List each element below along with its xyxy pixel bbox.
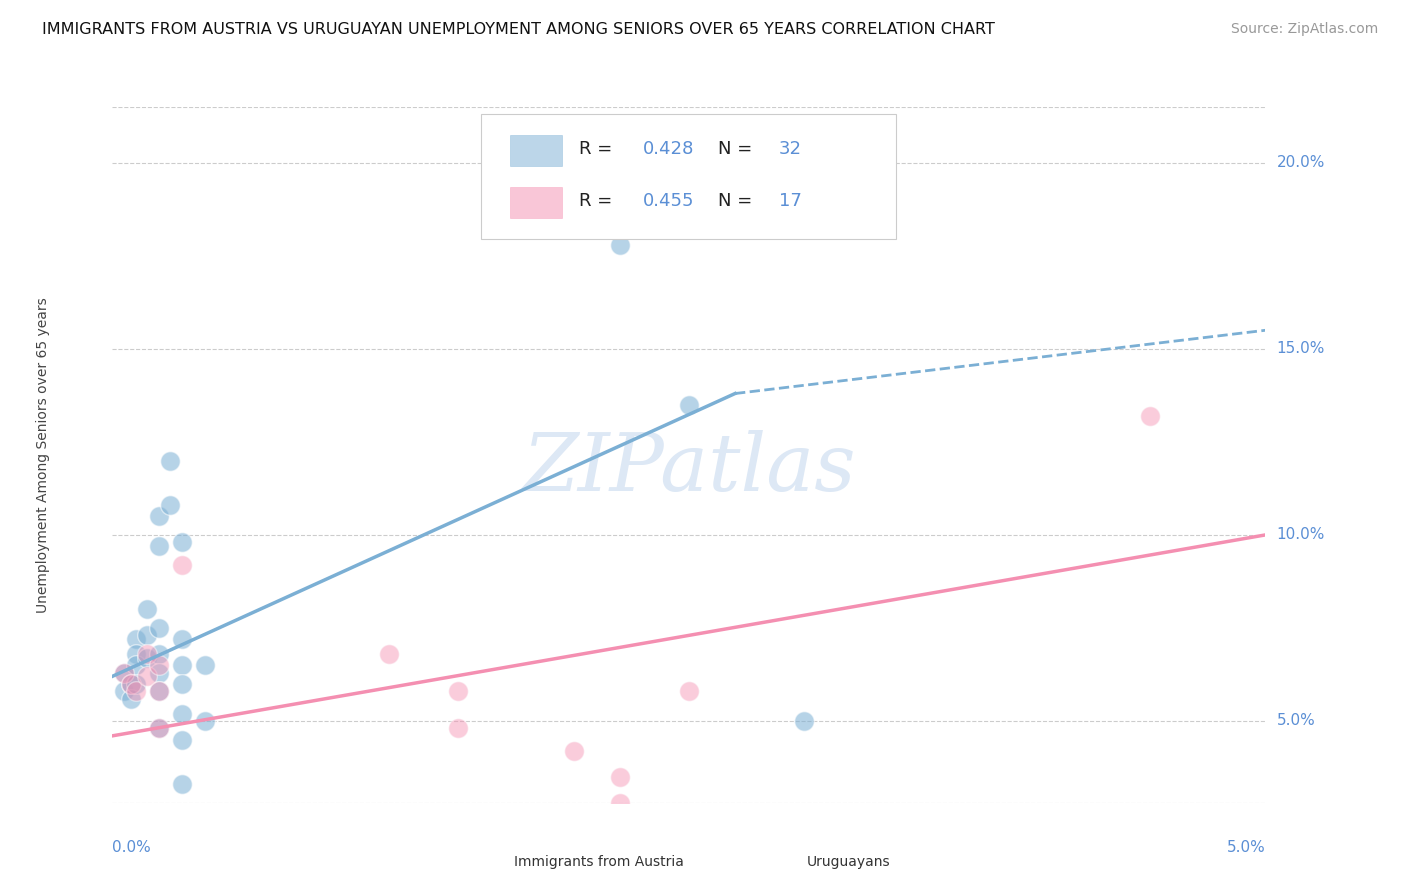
Point bbox=[136, 647, 159, 661]
Point bbox=[170, 558, 193, 572]
Point bbox=[170, 535, 193, 549]
Text: 0.0%: 0.0% bbox=[112, 840, 152, 855]
Text: 5.0%: 5.0% bbox=[1226, 840, 1265, 855]
Text: 0.428: 0.428 bbox=[643, 140, 695, 158]
Text: Unemployment Among Seniors over 65 years: Unemployment Among Seniors over 65 years bbox=[37, 297, 51, 613]
Point bbox=[170, 777, 193, 791]
Point bbox=[170, 632, 193, 646]
FancyBboxPatch shape bbox=[510, 135, 562, 166]
Point bbox=[136, 628, 159, 642]
FancyBboxPatch shape bbox=[470, 852, 505, 876]
Point bbox=[124, 647, 146, 661]
Point bbox=[678, 398, 700, 412]
Point bbox=[447, 684, 470, 698]
Point bbox=[148, 621, 170, 635]
FancyBboxPatch shape bbox=[481, 114, 897, 239]
Text: Source: ZipAtlas.com: Source: ZipAtlas.com bbox=[1230, 22, 1378, 37]
Point bbox=[148, 684, 170, 698]
Point bbox=[170, 658, 193, 673]
Text: 32: 32 bbox=[779, 140, 801, 158]
Point bbox=[159, 498, 181, 512]
Point bbox=[148, 509, 170, 524]
FancyBboxPatch shape bbox=[510, 187, 562, 219]
Point bbox=[1139, 409, 1161, 423]
Text: R =: R = bbox=[579, 140, 619, 158]
Point bbox=[148, 722, 170, 736]
Point bbox=[148, 539, 170, 553]
Point bbox=[120, 691, 142, 706]
Point bbox=[124, 684, 146, 698]
Point bbox=[136, 669, 159, 683]
Point bbox=[124, 658, 146, 673]
Text: 17: 17 bbox=[779, 192, 801, 210]
Point bbox=[170, 732, 193, 747]
Point bbox=[136, 650, 159, 665]
Point bbox=[609, 770, 631, 784]
Point bbox=[120, 677, 142, 691]
Point bbox=[124, 677, 146, 691]
Point bbox=[148, 665, 170, 680]
Text: IMMIGRANTS FROM AUSTRIA VS URUGUAYAN UNEMPLOYMENT AMONG SENIORS OVER 65 YEARS CO: IMMIGRANTS FROM AUSTRIA VS URUGUAYAN UNE… bbox=[42, 22, 995, 37]
Point bbox=[609, 796, 631, 810]
FancyBboxPatch shape bbox=[763, 852, 799, 876]
Text: N =: N = bbox=[717, 140, 758, 158]
Point bbox=[120, 677, 142, 691]
Point bbox=[148, 658, 170, 673]
Point bbox=[159, 453, 181, 467]
Text: N =: N = bbox=[717, 192, 758, 210]
Point bbox=[124, 632, 146, 646]
Point bbox=[112, 684, 135, 698]
Text: 15.0%: 15.0% bbox=[1277, 342, 1324, 357]
Text: 5.0%: 5.0% bbox=[1277, 714, 1315, 729]
Point bbox=[194, 714, 217, 728]
Point bbox=[148, 684, 170, 698]
Text: 0.455: 0.455 bbox=[643, 192, 695, 210]
Text: Uruguayans: Uruguayans bbox=[807, 855, 890, 869]
Point bbox=[148, 722, 170, 736]
Text: 10.0%: 10.0% bbox=[1277, 527, 1324, 542]
Text: Immigrants from Austria: Immigrants from Austria bbox=[513, 855, 683, 869]
Point bbox=[136, 602, 159, 616]
Point bbox=[378, 647, 401, 661]
Point bbox=[447, 722, 470, 736]
Text: ZIPatlas: ZIPatlas bbox=[522, 430, 856, 508]
Point bbox=[562, 744, 585, 758]
Point bbox=[112, 665, 135, 680]
Point bbox=[678, 684, 700, 698]
Text: 20.0%: 20.0% bbox=[1277, 155, 1324, 170]
Point bbox=[170, 677, 193, 691]
Point bbox=[148, 647, 170, 661]
Point bbox=[194, 658, 217, 673]
Point bbox=[112, 665, 135, 680]
Text: R =: R = bbox=[579, 192, 619, 210]
Point bbox=[170, 706, 193, 721]
Point bbox=[793, 714, 815, 728]
Point bbox=[609, 237, 631, 252]
